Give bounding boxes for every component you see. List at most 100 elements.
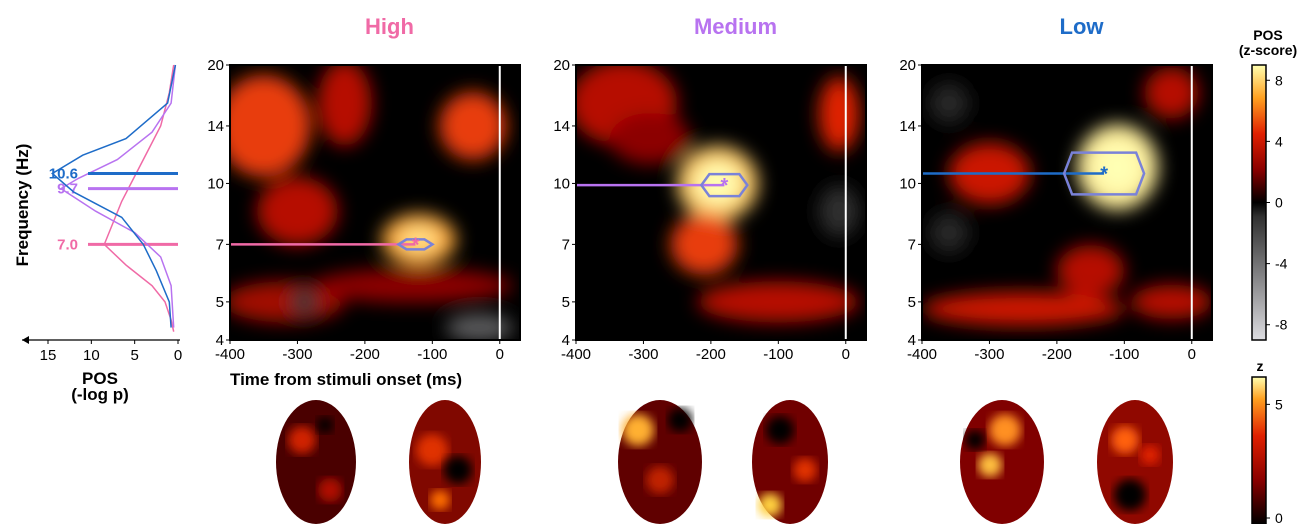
y-tick-label: 20 [553,57,570,74]
heatmap-high [230,65,520,340]
heatmap-blob [230,281,345,323]
x-tick-label: -100 [417,346,447,363]
psd-x-label: POS (-log p) [71,369,129,404]
heatmap-blob [317,65,372,146]
x-tick-label: 0 [1188,346,1196,363]
peak-marker-low: * [1100,163,1108,185]
z-colorbar [1251,376,1267,524]
y-tick-label: 5 [908,294,916,311]
y-tick-label: 4 [562,332,570,349]
heatmap-blob [439,91,507,161]
heatmap-blob [609,112,691,165]
y-tick-label: 5 [216,294,224,311]
psd-x-tick-label: 5 [130,347,138,364]
heatmap-frame-high [229,64,521,341]
heatmap-blobs [230,65,514,340]
psd-line-chart: 7.0 9.710.6 15 10 5 0 POS (-log p) Frequency (Hz… [13,64,182,404]
head-medium-back [618,400,702,524]
x-tick-label: -400 [561,346,591,363]
y-tick-label: 4 [908,332,916,349]
pos-colorbar-tick-label: -8 [1275,317,1288,333]
significance-contour-high [396,238,435,251]
y-tick-label: 10 [553,175,570,192]
y-tick-label: 20 [899,57,916,74]
psd-x-label-line: (-log p) [71,385,129,404]
heatmap-low [922,65,1212,340]
x-tick-label: 0 [496,346,504,363]
psd-x-tick-label: 0 [174,347,182,364]
x-tick-label: 0 [842,346,850,363]
panel-title-low: Low [1060,14,1105,39]
heatmap-medium [576,65,866,340]
psd-line-medium [59,64,177,328]
peak-marker-high: * [412,234,420,256]
heatmap-blob [922,291,1125,326]
x-tick-label: -200 [1042,346,1072,363]
y-tick-label: 7 [562,236,570,253]
y-tick-label: 5 [562,294,570,311]
y-tick-label: 20 [207,57,224,74]
colorbars: POS (z-score) 8 4 0 -4 -8 z 5 0 [1239,27,1297,524]
heatmap-blob [256,177,338,246]
heatmap-blobs [922,67,1212,326]
heatmap-blob [928,212,970,254]
y-tick-label: 10 [207,175,224,192]
head-low-back [960,400,1044,524]
head-high-back [276,400,356,524]
y-tick-label: 14 [553,118,570,135]
significance-contour-low [1062,151,1146,196]
heatmap-blob [1144,67,1199,119]
heatmap-frame-low [921,64,1213,341]
x-tick-label: -200 [350,346,380,363]
heatmap-blob [1056,245,1125,297]
psd-peak-label-high: 7.0 [57,236,78,253]
heatmap-blob [818,185,860,237]
head-topographies [276,400,1173,524]
head-medium-top [752,400,828,524]
heatmap-blobs [576,65,860,323]
y-tick-label: 10 [899,175,916,192]
y-tick-label: 14 [207,118,224,135]
x-tick-label: -100 [763,346,793,363]
heatmap-blob [928,82,970,124]
x-tick-label: -300 [282,346,312,363]
y-tick-label: 7 [908,236,916,253]
x-tick-label: -100 [1109,346,1139,363]
x-tick-label: -400 [215,346,245,363]
heatmap-x-label: Time from stimuli onset (ms) [230,370,462,389]
z-colorbar-tick-label: 0 [1275,510,1283,524]
pos-colorbar-tick-label: 4 [1275,133,1283,149]
x-tick-label: -300 [628,346,658,363]
pos-colorbar-tick-label: -4 [1275,256,1288,272]
psd-x-axis-arrow [22,336,29,344]
psd-x-label-line: POS [82,369,118,388]
heatmap-blob [697,281,860,323]
x-tick-label: -400 [907,346,937,363]
head-high-top [409,400,481,524]
psd-y-label: Frequency (Hz) [13,144,32,267]
head-low-top [1097,400,1173,524]
significance-contour-medium [699,172,749,198]
peak-marker-medium: * [720,175,728,197]
heatmap-frame-medium [575,64,867,341]
psd-peak-label-medium: 9.7 [57,181,78,198]
pos-colorbar-title: POS (z-score) [1239,27,1297,58]
panel-title-high: High [365,14,414,39]
heatmap-blob [230,74,311,178]
psd-line-high [103,64,175,332]
heatmap-blob [670,213,738,276]
y-tick-label: 4 [216,332,224,349]
heatmap-blob [290,288,318,316]
z-colorbar-tick-label: 5 [1275,396,1283,412]
y-tick-label: 7 [216,236,224,253]
psd-peak-label-low: 10.6 [49,165,78,182]
panel-title-medium: Medium [694,14,777,39]
z-colorbar-title: z [1257,358,1264,374]
heatmap-panels: * High 4 5 7 10 14 20 -400 -300 -200 -100 0 * Medium 4 5… [207,14,1213,389]
pos-colorbar-tick-label: 8 [1275,72,1283,88]
x-tick-label: -300 [974,346,1004,363]
pos-colorbar-tick-label: 0 [1275,195,1283,211]
y-tick-label: 14 [899,118,916,135]
psd-x-tick-label: 15 [40,347,57,364]
